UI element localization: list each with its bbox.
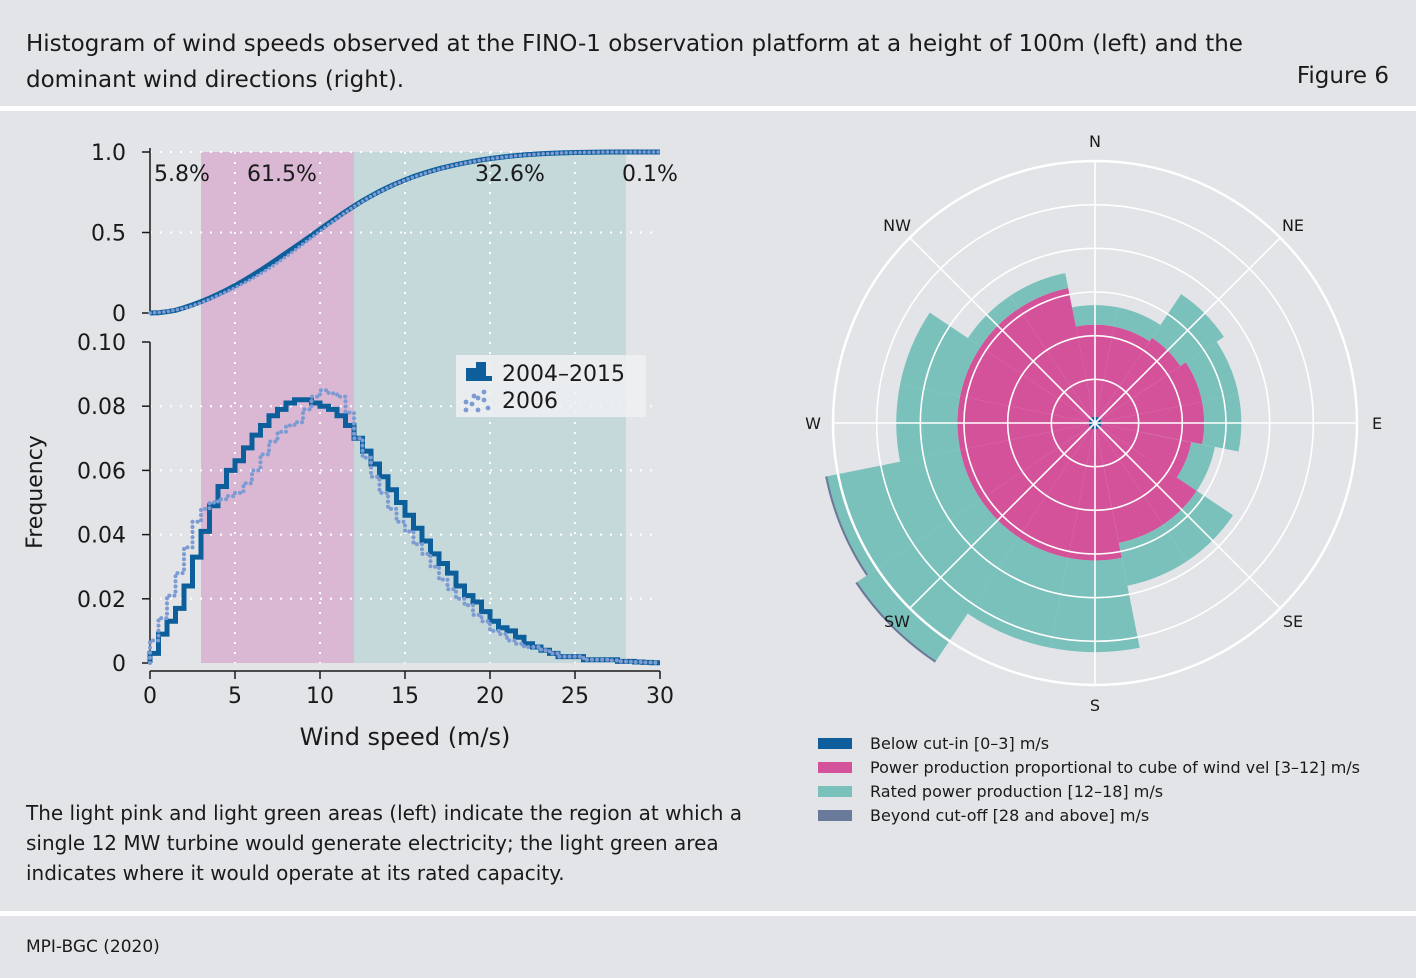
- wind-rose-spoke: [1094, 237, 1281, 424]
- wind-rose-sector-power-cube: [1018, 288, 1094, 418]
- y-tick-label: 0.02: [77, 588, 126, 613]
- legend-marker-2006: [469, 401, 475, 407]
- legend-item-power-cube: Power production proportional to cube of…: [818, 755, 1408, 779]
- wind-rose-sector-rated: [900, 312, 981, 397]
- legend-marker-2006: [475, 407, 481, 413]
- legend-label: Beyond cut-off [28 and above] m/s: [870, 805, 1150, 825]
- direction-label-nw: NW: [883, 216, 911, 235]
- x-axis-title: Wind speed (m/s): [300, 723, 511, 751]
- legend-marker-2006: [481, 397, 487, 403]
- legend-label: Below cut-in [0–3] m/s: [870, 733, 1050, 753]
- legend-marker-2006: [471, 393, 477, 399]
- figure-source: MPI-BGC (2020): [26, 937, 160, 957]
- direction-label-n: N: [1089, 132, 1101, 151]
- legend-label: Rated power production [12–18] m/s: [870, 781, 1164, 801]
- wind-rose-sector-rated: [827, 449, 981, 575]
- direction-label-se: SE: [1283, 612, 1303, 631]
- y-tick-label: 0.08: [77, 395, 126, 420]
- wind-rose-sector-rated: [1185, 341, 1239, 402]
- band-percentage-label: 32.6%: [475, 162, 545, 187]
- cumulative-line-2006: [148, 150, 662, 315]
- y-axis-title: Frequency: [23, 435, 48, 549]
- legend-swatch: [818, 761, 852, 773]
- legend-marker-2004-2015: [466, 362, 492, 381]
- wind-rose-legend: Below cut-in [0–3] m/s Power production p…: [818, 731, 1408, 827]
- wind-rose-sector-power-cube: [1096, 326, 1150, 418]
- legend-marker-2006: [475, 395, 481, 401]
- legend-label: Power production proportional to cube of…: [870, 757, 1360, 777]
- wind-rose-sector-power-cube: [1100, 362, 1203, 422]
- x-tick-label: 20: [476, 684, 504, 709]
- legend-item-rated: Rated power production [12–18] m/s: [818, 779, 1408, 803]
- y-tick-label: 0.5: [91, 222, 126, 247]
- x-tick-label: 10: [306, 684, 334, 709]
- histogram-step-2006: [148, 388, 662, 665]
- x-tick-label: 0: [143, 684, 157, 709]
- legend-marker-2006: [481, 389, 487, 395]
- figure-number: Figure 6: [1296, 63, 1389, 89]
- y-tick-label: 0: [112, 302, 126, 327]
- wind-rose-spoke: [909, 237, 1096, 424]
- legend-marker-2006: [463, 407, 469, 413]
- wind-rose-spoke: [1094, 422, 1281, 609]
- band-percentage-label: 0.1%: [622, 162, 678, 187]
- wind-rose-sector-power-cube: [960, 424, 1090, 500]
- x-tick-label: 30: [646, 684, 674, 709]
- x-tick-label: 5: [228, 684, 242, 709]
- wind-rose-sector-rated: [1176, 442, 1215, 491]
- legend-marker-2006: [485, 405, 491, 411]
- y-tick-label: 1.0: [91, 141, 126, 166]
- figure-caption: The light pink and light green areas (le…: [26, 801, 742, 885]
- legend-marker-2006: [463, 399, 469, 405]
- y-tick-label: 0: [112, 652, 126, 677]
- figure-title: Histogram of wind speeds observed at the…: [26, 31, 1243, 93]
- legend-label-2006: 2006: [502, 389, 558, 414]
- legend-swatch: [818, 809, 852, 821]
- legend-label-2004-2015: 2004–2015: [502, 362, 625, 387]
- wind-rose: [825, 159, 1359, 687]
- band-percentage-label: 61.5%: [247, 162, 317, 187]
- direction-label-sw: SW: [884, 612, 910, 631]
- legend-item-below-cut-in: Below cut-in [0–3] m/s: [818, 731, 1408, 755]
- wind-rose-spoke: [909, 422, 1096, 609]
- wind-rose-sector-rated: [1010, 273, 1069, 309]
- y-tick-label: 0.04: [77, 524, 126, 549]
- wind-rose-sector-power-cube: [1100, 424, 1192, 478]
- direction-label-e: E: [1372, 414, 1382, 433]
- band-percentage-label: 5.8%: [154, 162, 210, 187]
- direction-label-ne: NE: [1282, 216, 1304, 235]
- wind-rose-sector-rated: [1114, 307, 1161, 342]
- x-tick-label: 25: [561, 684, 589, 709]
- legend-item-beyond-cut-off: Beyond cut-off [28 and above] m/s: [818, 803, 1408, 827]
- header-divider: [0, 106, 1416, 111]
- x-tick-label: 15: [391, 684, 419, 709]
- wind-rose-sector-rated: [1118, 524, 1188, 586]
- direction-label-s: S: [1090, 696, 1100, 715]
- legend-swatch: [818, 785, 852, 797]
- direction-label-w: W: [805, 414, 821, 433]
- y-tick-label: 0.10: [77, 331, 126, 356]
- wind-rose-sector-power-cube: [1096, 428, 1163, 543]
- legend-swatch: [818, 737, 852, 749]
- wind-rose-sector-power-cube: [960, 346, 1090, 422]
- footer-divider: [0, 911, 1416, 916]
- wind-rose-sector-rated: [967, 537, 1069, 648]
- figure-header: Histogram of wind speeds observed at the…: [0, 0, 1416, 106]
- y-tick-label: 0.06: [77, 459, 126, 484]
- wind-rose-sector-power-cube: [1018, 428, 1094, 558]
